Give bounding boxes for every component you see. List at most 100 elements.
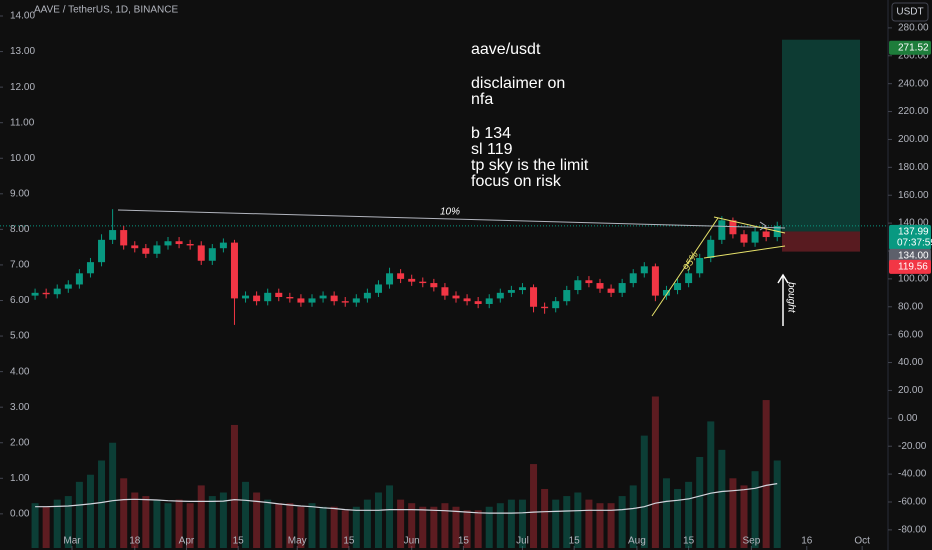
volume-bar [607, 503, 615, 548]
y2-tick-label: 5.00 [10, 331, 30, 342]
entry-label: 134.00 [898, 251, 929, 262]
candle-body [518, 287, 526, 291]
volume-bar [153, 499, 161, 548]
volume-bar [109, 442, 117, 548]
y2-tick-label: 10.00 [10, 153, 35, 164]
x-tick-label: 15 [233, 536, 245, 547]
candle-body [729, 220, 737, 235]
volume-bar [363, 499, 371, 548]
candle-body [485, 298, 493, 304]
x-tick-label: May [288, 536, 307, 547]
candle-body [374, 284, 382, 293]
candle-body [197, 245, 205, 261]
candle-body [64, 284, 72, 289]
candle-body [142, 248, 150, 254]
y2-tick-label: 8.00 [10, 224, 30, 235]
volume-bar [98, 460, 106, 548]
volume-bar [386, 485, 394, 548]
candle-body [208, 248, 216, 261]
y-tick-label: 80.00 [898, 301, 923, 312]
candle-body [430, 283, 438, 288]
x-tick-label: Jul [516, 536, 529, 547]
candle-body [230, 242, 238, 299]
volume-bar [175, 499, 183, 548]
volume-bar [86, 474, 94, 548]
candle-body [352, 298, 360, 303]
volume-bar [740, 485, 748, 548]
volume-bar [530, 464, 538, 548]
x-tick-label: Apr [179, 536, 195, 547]
volume-bar [430, 506, 438, 548]
volume-bar [286, 503, 294, 548]
volume-bar [696, 456, 704, 548]
volume-bar [352, 506, 360, 548]
candle-body [397, 273, 405, 279]
volume-bar [242, 481, 250, 548]
volume-bar [496, 503, 504, 548]
last-price-bg [889, 224, 931, 250]
candle-body [386, 273, 394, 285]
volume-bar [729, 478, 737, 548]
y-tick-label: 20.00 [898, 385, 923, 396]
target-label: 271.52 [898, 42, 929, 53]
annotation: nfa [471, 91, 493, 108]
y2-tick-label: 7.00 [10, 260, 30, 271]
x-tick-label: 18 [129, 536, 141, 547]
x-tick-label: Sep [742, 536, 760, 547]
candle-body [596, 283, 604, 289]
currency-box[interactable] [891, 2, 929, 22]
candle-body [707, 239, 715, 258]
arrow-head [777, 273, 789, 284]
volume-bar [585, 499, 593, 548]
currency[interactable]: USDT [896, 7, 923, 18]
volume-bar [253, 492, 261, 548]
candle-body [640, 266, 648, 274]
annotation: sl 119 [471, 141, 513, 158]
candle-body [98, 239, 106, 263]
candle-body [541, 306, 549, 309]
y2-tick-label: 13.00 [10, 46, 35, 57]
x-tick-label: Oct [854, 536, 870, 547]
volume-bar [463, 510, 471, 548]
volume-bar [452, 506, 460, 548]
y-tick-label: 140.00 [898, 218, 929, 229]
candle-body [674, 283, 682, 291]
volume-bar [674, 488, 682, 548]
candle-body [441, 287, 449, 296]
chart-title: AAVE / TetherUS, 1D, BINANCE [34, 5, 178, 16]
volume-bar [563, 496, 571, 548]
volume-bar [474, 510, 482, 548]
y-tick-label: 100.00 [898, 274, 929, 285]
volume-bar [341, 510, 349, 548]
volume-bar [574, 492, 582, 548]
volume-bar [120, 478, 128, 548]
volume-bar [75, 481, 83, 548]
y-tick-label: 180.00 [898, 162, 929, 173]
volume-bar [330, 506, 338, 548]
annotation: aave/usdt [471, 41, 541, 58]
volume-bar [419, 506, 427, 548]
y2-tick-label: 6.00 [10, 295, 30, 306]
volume-bar [441, 503, 449, 548]
x-tick-label: 15 [458, 536, 470, 547]
candle-body [419, 281, 427, 284]
volume-bar [651, 396, 659, 548]
candle-body [286, 297, 294, 299]
target-label-bg [889, 40, 931, 55]
volume-bar [618, 496, 626, 548]
volume-bar [219, 492, 227, 548]
candle-body [751, 231, 759, 243]
candle-body [164, 241, 172, 246]
annotation: focus on risk [471, 173, 562, 190]
triangle-line [703, 245, 786, 259]
countdown: 07:37:59 [897, 238, 932, 249]
candle-body [607, 288, 615, 293]
x-tick-label: Mar [63, 536, 81, 547]
stop-label-bg [889, 259, 931, 274]
volume-bar [275, 503, 283, 548]
volume-bar [31, 503, 39, 548]
candle-body [363, 292, 371, 299]
volume-bar [629, 485, 637, 548]
candle-body [685, 273, 693, 284]
